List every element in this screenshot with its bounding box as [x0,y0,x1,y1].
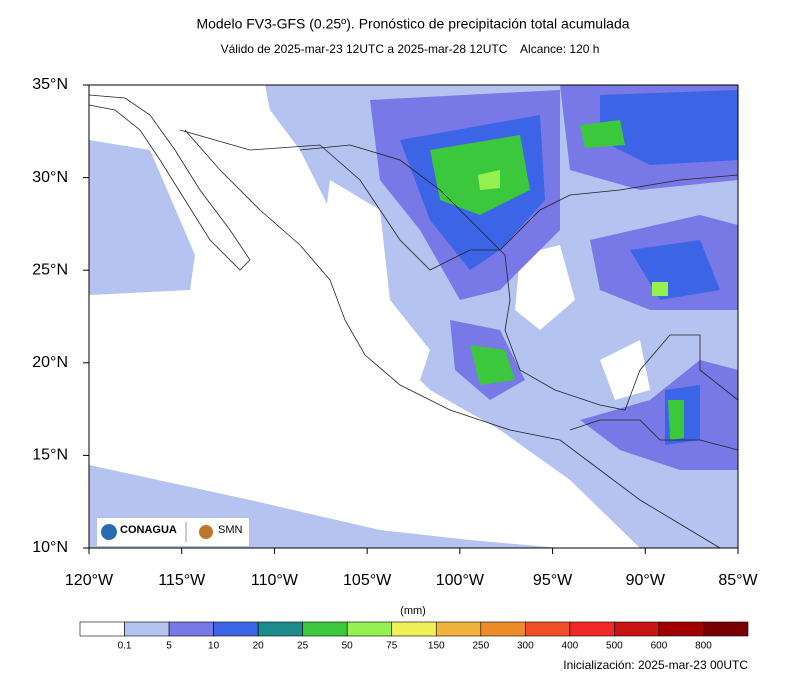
colorbar-label: 250 [472,641,489,652]
colorbar-label: 500 [606,641,623,652]
colorbar-label: 75 [386,641,398,652]
colorbar-swatch [435,621,482,637]
y-tick-label: 30°N [32,169,68,186]
rain-area [580,120,625,148]
colorbar-swatch [346,621,393,637]
colorbar-swatch [213,621,259,637]
colorbar-swatch [525,621,571,637]
x-tick-label: 90°W [626,572,666,589]
dry-area [320,180,430,380]
map: CONAGUA SMN [88,84,739,549]
colorbar-label: 25 [297,641,309,652]
logo-icon [199,525,213,539]
coastline [499,174,739,251]
colorbar-label: 5 [166,641,172,652]
title: Modelo FV3-GFS (0.25º). Pronóstico de pr… [196,16,629,32]
coastline [299,144,739,411]
x-tick-label: 95°W [533,572,573,589]
coastline [184,129,721,549]
colorbar-swatch [703,621,749,637]
colorbar-label: 50 [342,641,354,652]
colorbar-swatch [168,621,214,637]
colorbar-swatch [302,621,348,637]
init-time: Inicialización: 2025-mar-23 00UTC [563,658,748,672]
rain-area [89,140,195,295]
map-frame [88,84,739,549]
rain-area [600,90,738,165]
colorbar-label: 400 [562,641,579,652]
dry-area [515,245,575,330]
colorbar-swatch [79,621,125,637]
logo-text: CONAGUA [120,524,177,536]
x-tick-label: 85°W [718,572,758,589]
x-tick-label: 105°W [343,572,392,589]
subtitle: Válido de 2025-mar-23 12UTC a 2025-mar-2… [221,42,600,56]
y-tick-label: 15°N [32,447,68,464]
precip-field [89,85,738,548]
colorbar-label: 300 [517,641,534,652]
x-tick-label: 110°W [251,572,299,589]
rain-area [652,282,668,296]
colorbar-label: 600 [651,641,668,652]
colorbar-unit: (mm) [400,605,426,617]
y-tick-label: 20°N [32,354,68,371]
logo-icon [101,524,117,540]
rain-area [668,400,684,440]
colorbar-label: 150 [428,641,445,652]
dry-area [600,340,650,400]
logo-background [97,518,249,546]
colorbar-label: 10 [208,641,220,652]
colorbar-swatch [391,621,437,637]
colorbar-label: 0.1 [118,641,132,652]
colorbar-label: 800 [695,641,712,652]
y-tick-label: 10°N [32,539,68,556]
colorbar-label: 20 [253,641,265,652]
colorbar-swatch [658,621,704,637]
rain-area [478,170,500,190]
coastline [88,94,251,271]
colorbar-swatch [569,621,615,637]
x-tick-label: 115°W [158,572,206,589]
logo-box: CONAGUA SMN [97,518,249,546]
colorbar-swatch [257,621,303,637]
logo-text: SMN [218,524,243,536]
coastlines [88,94,739,549]
colorbar-swatch [480,621,526,637]
x-tick-label: 120°W [65,572,114,589]
border [569,419,739,451]
y-tick-label: 35°N [32,76,68,93]
colorbar-swatch [124,621,170,637]
rain-area [470,345,515,385]
border [179,129,500,271]
colorbar-swatch [614,621,660,637]
x-tick-label: 100°W [436,572,485,589]
y-tick-label: 25°N [32,261,68,278]
